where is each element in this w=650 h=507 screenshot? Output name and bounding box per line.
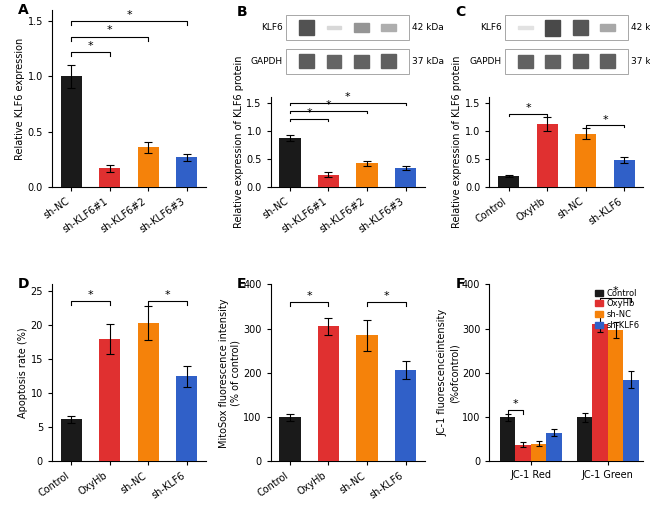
Text: F: F [456, 277, 465, 292]
Bar [382, 24, 396, 31]
Text: *: * [88, 290, 94, 300]
Bar [395, 168, 416, 187]
Bar [498, 176, 519, 187]
Bar [573, 54, 588, 68]
Bar [518, 55, 533, 68]
Text: GAPDH: GAPDH [470, 57, 502, 66]
Text: *: * [306, 108, 312, 118]
Bar [318, 175, 339, 187]
Bar [382, 54, 396, 68]
Bar [60, 419, 82, 461]
Bar [577, 417, 593, 461]
Text: B: B [237, 5, 248, 19]
Bar [395, 370, 416, 461]
Bar [531, 444, 546, 461]
Bar [545, 20, 560, 35]
Bar [299, 20, 314, 35]
Text: 37 kDa: 37 kDa [413, 57, 445, 66]
Text: *: * [525, 103, 531, 114]
Legend: Control, OxyHb, sh-NC, sh-KLF6: Control, OxyHb, sh-NC, sh-KLF6 [595, 288, 640, 330]
Bar [614, 160, 635, 187]
Text: A: A [18, 3, 29, 17]
Text: 42 kDa: 42 kDa [631, 23, 650, 32]
Bar [286, 15, 410, 41]
Text: *: * [88, 41, 94, 51]
Bar [545, 55, 560, 68]
Bar [505, 15, 628, 41]
Text: GAPDH: GAPDH [251, 57, 283, 66]
Text: *: * [513, 399, 518, 409]
Bar [286, 15, 410, 41]
Bar [286, 49, 410, 74]
Bar [138, 147, 159, 187]
Y-axis label: Relative expression of KLF6 protein: Relative expression of KLF6 protein [452, 56, 462, 228]
Bar [356, 163, 378, 187]
Text: *: * [345, 92, 350, 102]
Bar [600, 24, 615, 31]
Text: 37 kDa: 37 kDa [631, 57, 650, 66]
Bar [505, 49, 628, 74]
Bar [608, 330, 623, 461]
Bar [354, 23, 369, 32]
Bar [505, 15, 628, 41]
Text: KLF6: KLF6 [480, 23, 502, 32]
Bar [138, 323, 159, 461]
Y-axis label: JC-1 fluorescenceintensity
(%ofcontrol): JC-1 fluorescenceintensity (%ofcontrol) [437, 309, 459, 437]
Bar [60, 77, 82, 187]
Bar [623, 380, 639, 461]
Bar [573, 20, 588, 35]
Text: *: * [107, 25, 112, 35]
Bar [176, 376, 198, 461]
Bar [99, 168, 120, 187]
Text: *: * [602, 115, 608, 125]
Text: *: * [164, 290, 170, 300]
Bar [99, 339, 120, 461]
Y-axis label: Relative expression of KLF6 protein: Relative expression of KLF6 protein [233, 56, 244, 228]
Bar [327, 55, 341, 68]
Y-axis label: Relative KLF6 expression: Relative KLF6 expression [15, 38, 25, 160]
Bar [299, 54, 314, 68]
Bar [280, 138, 300, 187]
Bar [327, 26, 341, 29]
Text: *: * [326, 100, 332, 110]
Bar [575, 134, 596, 187]
Bar [600, 54, 615, 68]
Bar [176, 157, 198, 187]
Y-axis label: Apoptosis rate (%): Apoptosis rate (%) [18, 328, 28, 418]
Text: C: C [456, 5, 466, 19]
Text: E: E [237, 277, 246, 292]
Bar [286, 49, 410, 74]
Bar [518, 26, 533, 29]
Bar [515, 445, 531, 461]
Bar [593, 324, 608, 461]
Text: *: * [126, 10, 132, 20]
Bar [356, 335, 378, 461]
Y-axis label: MitoSox fluorescence intensity
(% of control): MitoSox fluorescence intensity (% of con… [219, 298, 240, 448]
Bar [500, 417, 515, 461]
Bar [354, 55, 369, 68]
Text: 42 kDa: 42 kDa [413, 23, 444, 32]
Bar [280, 417, 300, 461]
Text: *: * [306, 291, 312, 301]
Text: *: * [384, 291, 389, 301]
Bar [537, 124, 558, 187]
Text: KLF6: KLF6 [261, 23, 283, 32]
Text: D: D [18, 277, 30, 292]
Bar [505, 49, 628, 74]
Bar [546, 432, 562, 461]
Text: *: * [613, 286, 618, 296]
Bar [318, 327, 339, 461]
